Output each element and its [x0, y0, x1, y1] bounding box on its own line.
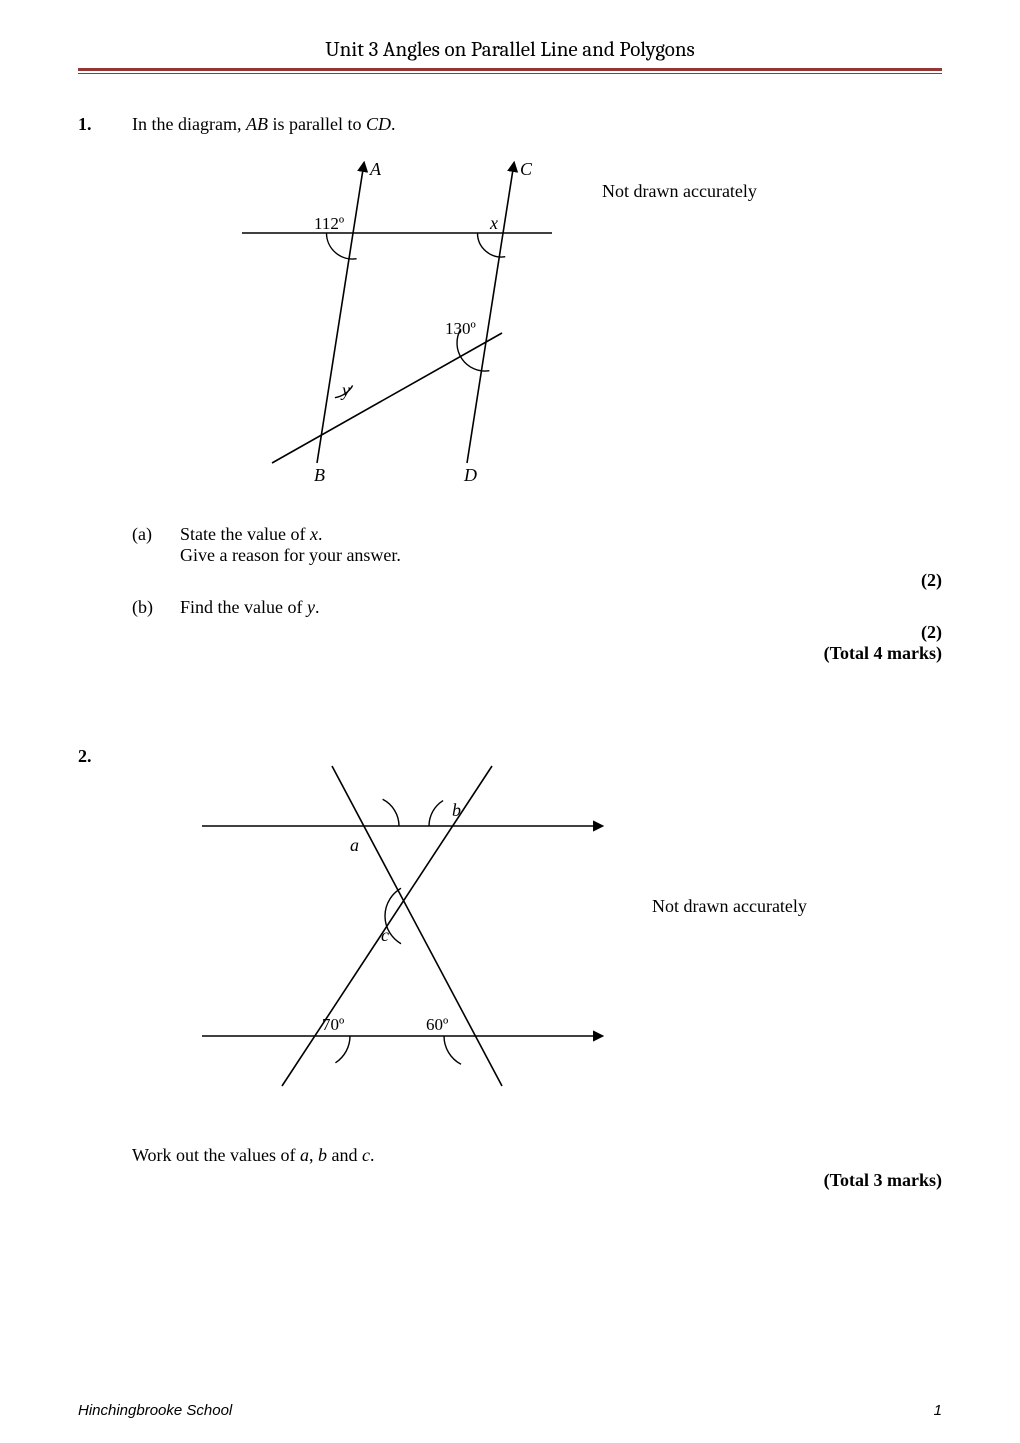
svg-text:B: B [314, 465, 325, 483]
q2-diagram: b a c 70º 60º [162, 746, 632, 1111]
q2-nda: Not drawn accurately [652, 896, 807, 917]
q1a-line2: Give a reason for your answer. [180, 545, 401, 565]
svg-text:130º: 130º [445, 319, 476, 338]
q2-svg: b a c 70º 60º [162, 746, 632, 1106]
q2-sep1: , [309, 1145, 318, 1165]
svg-text:70º: 70º [322, 1015, 344, 1034]
q1-stem-post: . [391, 114, 396, 134]
svg-text:c: c [381, 925, 389, 945]
svg-text:b: b [452, 800, 461, 820]
q1-stem-cd: CD [366, 114, 391, 134]
header-rule-thin [78, 73, 942, 74]
svg-text:y: y [340, 380, 350, 400]
q1-diagram: A C B D 112º x 130º y [202, 153, 582, 488]
footer: Hinchingbrooke School 1 [78, 1402, 942, 1419]
q1-number: 1. [78, 114, 132, 135]
q1a-line1-pre: State the value of [180, 524, 310, 544]
q1b-line1-pre: Find the value of [180, 597, 307, 617]
q2-stem-pre: Work out the values of [132, 1145, 300, 1165]
q2-var-b: b [318, 1145, 327, 1165]
svg-text:a: a [350, 835, 359, 855]
q1b-label: (b) [132, 597, 180, 618]
q1a-marks: (2) [132, 570, 942, 591]
svg-text:A: A [369, 159, 382, 179]
q2-stem: Work out the values of a, b and c. [132, 1145, 942, 1166]
svg-text:112º: 112º [314, 214, 344, 233]
footer-left: Hinchingbrooke School [78, 1402, 232, 1419]
q1-body: In the diagram, AB is parallel to CD. AC… [132, 114, 942, 664]
svg-text:D: D [463, 465, 477, 483]
q1b-body: Find the value of y. [180, 597, 942, 618]
q1-stem-ab: AB [246, 114, 268, 134]
q2-var-c: c [362, 1145, 370, 1165]
q1-stem-pre: In the diagram, [132, 114, 246, 134]
q1-svg: A C B D 112º x 130º y [202, 153, 582, 483]
q1-total: (Total 4 marks) [132, 643, 942, 664]
q1b-line1-post: . [315, 597, 320, 617]
svg-text:x: x [489, 213, 498, 233]
q2-stem-post: . [370, 1145, 375, 1165]
svg-text:C: C [520, 159, 533, 179]
q2-total: (Total 3 marks) [132, 1170, 942, 1191]
q2-body: bac70º60º Not drawn accurately Work out … [132, 746, 942, 1191]
footer-right: 1 [934, 1402, 942, 1419]
q1b-marks: (2) [132, 622, 942, 643]
q2-number: 2. [78, 746, 132, 767]
page-title: Unit 3 Angles on Parallel Line and Polyg… [78, 38, 942, 68]
q1-stem-mid: is parallel to [268, 114, 366, 134]
q1b-var: y [307, 597, 315, 617]
q1-nda: Not drawn accurately [602, 181, 757, 202]
q2-var-a: a [300, 1145, 309, 1165]
q1a-body: State the value of x. Give a reason for … [180, 524, 942, 566]
q1a-line1-post: . [318, 524, 323, 544]
header-rule-thick [78, 68, 942, 71]
q1a-label: (a) [132, 524, 180, 545]
svg-text:60º: 60º [426, 1015, 448, 1034]
q2-sep2: and [327, 1145, 362, 1165]
q1a-var: x [310, 524, 318, 544]
